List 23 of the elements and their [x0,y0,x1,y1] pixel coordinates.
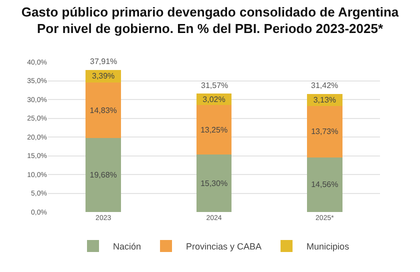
data-label: 14,83% [90,106,117,115]
data-label: 13,73% [311,127,338,136]
bar [306,106,342,158]
data-label: 13,25% [200,125,228,134]
legend-label: Provincias y CABA [186,242,262,252]
chart-title: Gasto público primario devengado consolidado de Argentina [21,4,400,20]
legend-label: Municipios [306,242,350,252]
bar [196,104,232,155]
bar [86,82,122,138]
data-label: 3,39% [92,72,115,81]
total-label: 31,57% [201,81,228,90]
bar [86,138,122,212]
bar [306,157,342,212]
legend-label: Nación [113,242,142,252]
total-label: 37,91% [90,57,118,66]
data-label: 15,30% [200,178,228,188]
total-label: 31,42% [311,81,338,90]
bar [196,154,232,212]
data-label: 14,56% [311,180,338,190]
data-label: 3,02% [202,94,226,104]
data-label: 3,13% [313,96,336,105]
chart-subtitle: Por nivel de gobierno. En % del PBI. Periodo 2023-2025* [36,21,384,36]
data-label: 19,68% [90,170,117,180]
